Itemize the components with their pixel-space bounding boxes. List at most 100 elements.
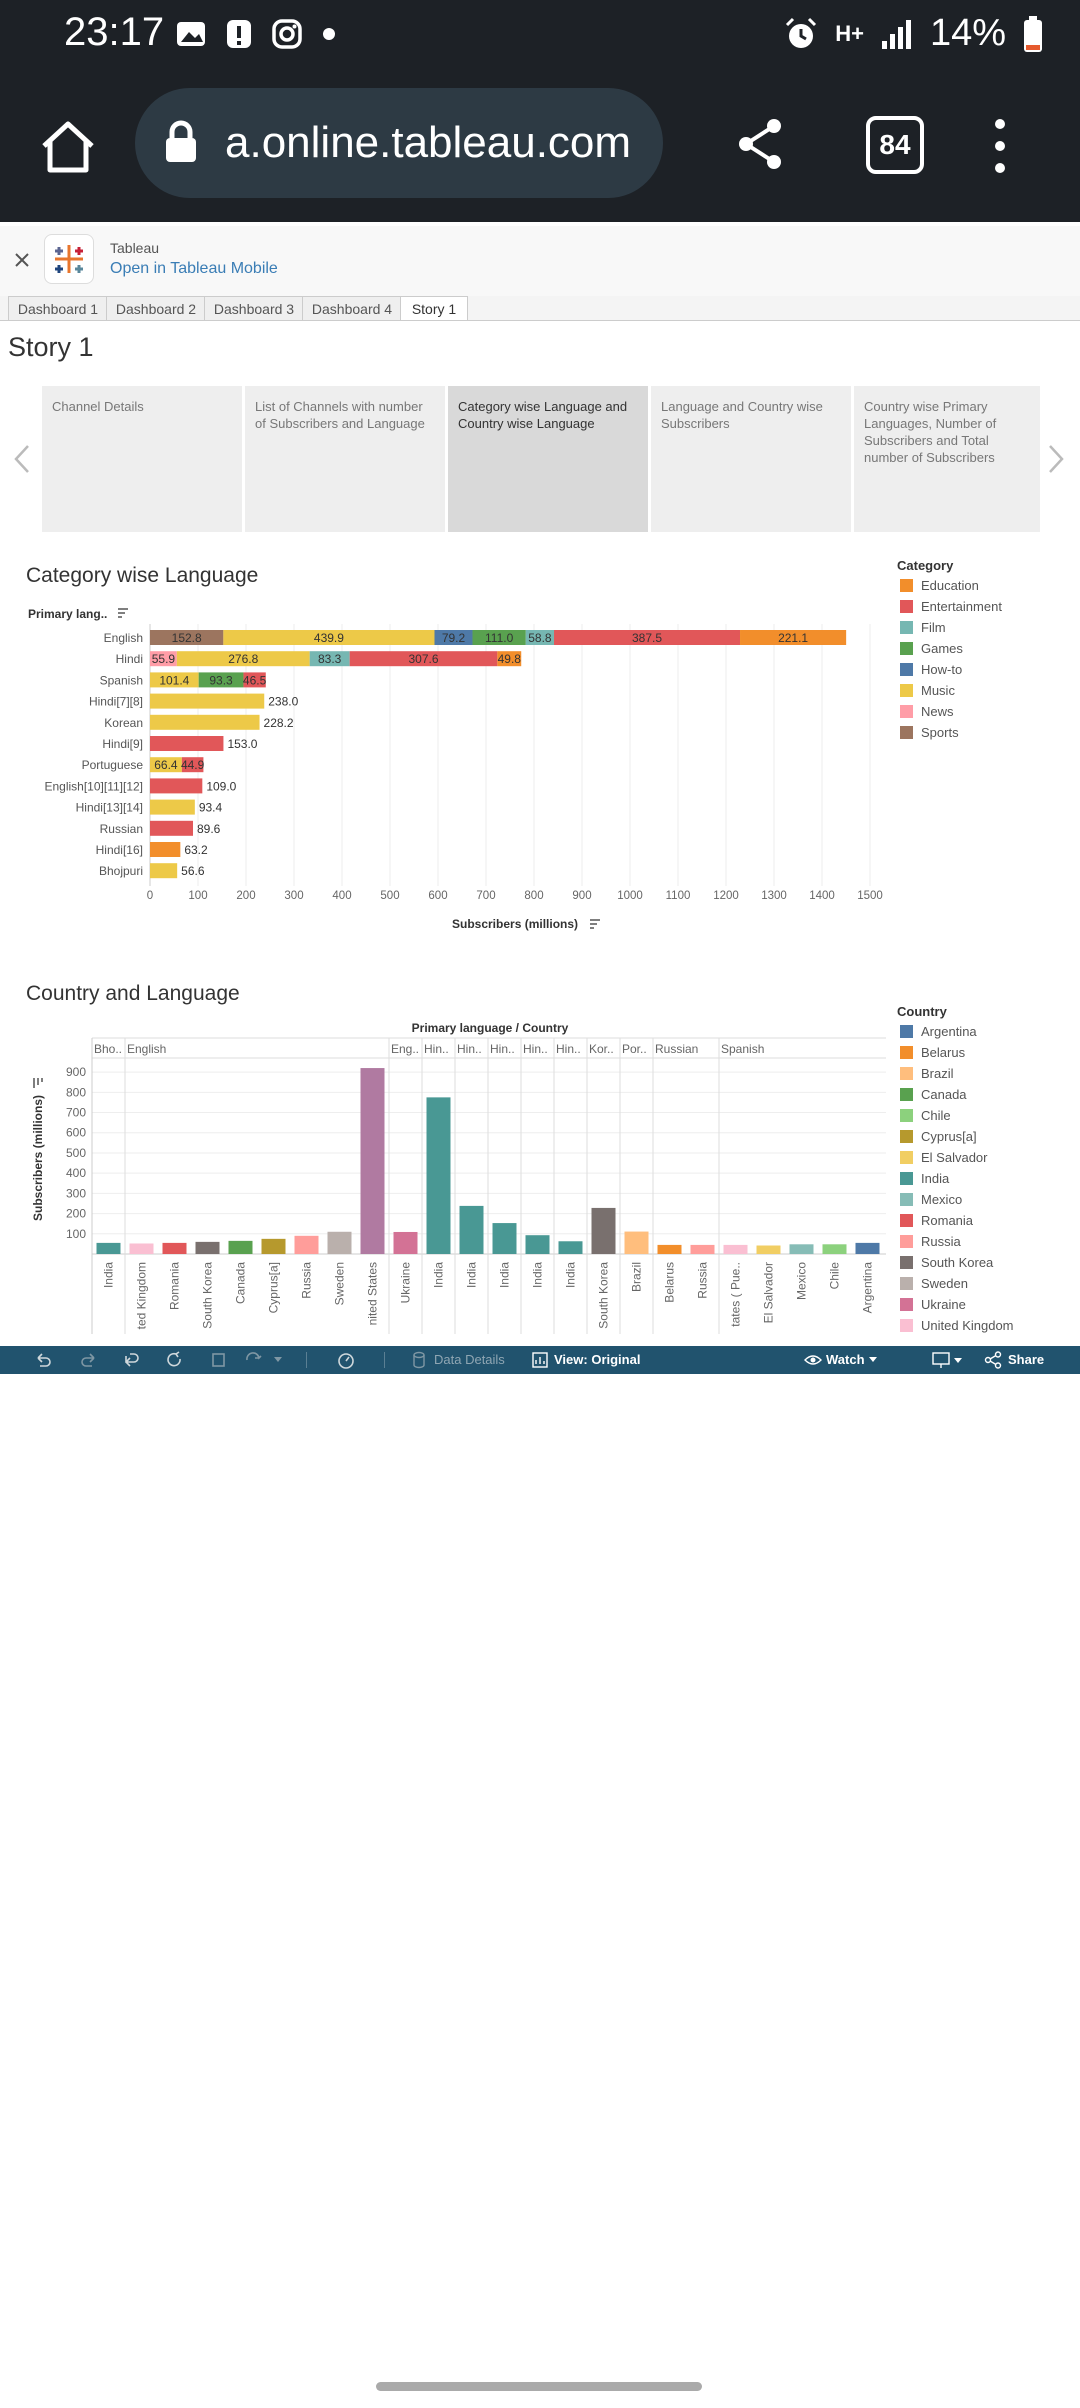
replay-icon[interactable] <box>244 1352 284 1368</box>
legend-item[interactable]: India <box>900 1171 949 1186</box>
legend-swatch <box>900 1109 913 1122</box>
present-icon[interactable] <box>932 1351 966 1369</box>
group-label: Hin.. <box>523 1042 548 1056</box>
legend-item[interactable]: Romania <box>900 1213 973 1228</box>
legend-swatch <box>900 1298 913 1311</box>
story-point-5[interactable]: Country wise Primary Languages, Number o… <box>854 386 1040 532</box>
legend-item[interactable]: Russia <box>900 1234 961 1249</box>
legend-item[interactable]: United Kingdom <box>900 1318 1014 1333</box>
story-point-4[interactable]: Language and Country wise Subscribers <box>651 386 851 532</box>
legend-item[interactable]: Argentina <box>900 1024 977 1039</box>
revert-icon[interactable] <box>122 1352 140 1368</box>
bar <box>591 1207 616 1254</box>
legend-item[interactable]: Chile <box>900 1108 951 1123</box>
bar-segment <box>497 651 522 667</box>
tab-dashboard-2[interactable]: Dashboard 2 <box>106 296 206 320</box>
legend-label: Sports <box>921 725 959 740</box>
y-tick-label: Bhojpuri <box>99 864 143 878</box>
bar <box>228 1240 253 1254</box>
group-label: Russian <box>655 1042 698 1056</box>
legend-item[interactable]: Education <box>900 578 979 593</box>
undo-icon[interactable] <box>34 1352 52 1368</box>
legend-swatch <box>900 1130 913 1143</box>
data-label: 387.5 <box>632 631 662 645</box>
story-point-1[interactable]: Channel Details <box>42 386 242 532</box>
legend-label: Film <box>921 620 946 635</box>
data-label: 83.3 <box>318 652 342 666</box>
country-language-chart[interactable]: Primary language / Country 100 200 300 400 50… <box>0 1018 890 1334</box>
metrics-icon[interactable] <box>336 1351 356 1369</box>
group-label: Bho.. <box>94 1042 122 1056</box>
tab-dashboard-4[interactable]: Dashboard 4 <box>302 296 402 320</box>
legend-label: Argentina <box>921 1024 977 1039</box>
bar <box>855 1242 880 1254</box>
story-point-3[interactable]: Category wise Language and Country wise … <box>448 386 648 532</box>
x-tick-label: 1500 <box>857 890 883 902</box>
legend-item[interactable]: El Salvador <box>900 1150 987 1165</box>
legend-item[interactable]: Mexico <box>900 1192 962 1207</box>
legend-item[interactable]: Belarus <box>900 1045 965 1060</box>
status-bar: 23:17 H+ 14% <box>0 0 1080 72</box>
legend-item[interactable]: Sports <box>900 725 959 740</box>
legend-item[interactable]: Film <box>900 620 946 635</box>
banner-app-name: Tableau <box>110 240 160 256</box>
home-icon[interactable] <box>38 116 98 176</box>
story-next-icon[interactable] <box>1046 444 1066 474</box>
category-language-chart[interactable]: Primary lang.. 0 100 200 300 400 500 600 700 800 9… <box>0 596 890 936</box>
group-label: Eng.. <box>391 1042 419 1056</box>
legend-swatch <box>900 1214 913 1227</box>
legend-swatch <box>900 600 913 613</box>
legend-label: Entertainment <box>921 599 1002 614</box>
legend-item[interactable]: Brazil <box>900 1066 954 1081</box>
y-tick-label: Korean <box>104 716 143 730</box>
data-label: 439.9 <box>314 631 344 645</box>
data-details-button[interactable]: Data Details <box>434 1352 505 1367</box>
sort-icon <box>118 608 128 618</box>
more-menu-icon[interactable] <box>990 116 1010 176</box>
story-prev-icon[interactable] <box>12 444 32 474</box>
chart1-title: Category wise Language <box>26 564 259 587</box>
watch-dropdown-icon[interactable] <box>868 1356 878 1364</box>
tab-dashboard-3[interactable]: Dashboard 3 <box>204 296 304 320</box>
legend-item[interactable]: How-to <box>900 662 962 677</box>
tab-story-1[interactable]: Story 1 <box>400 296 468 320</box>
gesture-nav-bar[interactable] <box>376 2382 702 2391</box>
x-tick-label: nited States <box>366 1262 380 1325</box>
address-bar[interactable]: a.online.tableau.com <box>135 88 663 198</box>
legend-item[interactable]: South Korea <box>900 1255 993 1270</box>
legend-item[interactable]: Cyprus[a] <box>900 1129 977 1144</box>
legend-swatch <box>900 1151 913 1164</box>
story-point-2[interactable]: List of Channels with number of Subscrib… <box>245 386 445 532</box>
view-original-button[interactable]: View: Original <box>554 1352 641 1367</box>
notification-icons <box>175 18 337 50</box>
alert-icon <box>227 20 251 48</box>
legend-item[interactable]: Music <box>900 683 955 698</box>
x-tick-label: 600 <box>428 890 447 902</box>
view-icon <box>532 1352 548 1368</box>
tableau-toolbar: Data Details View: Original Watch Share <box>0 1346 1080 1374</box>
battery-percent: 14% <box>929 12 1006 54</box>
bar <box>261 1238 286 1254</box>
redo-icon[interactable] <box>80 1352 98 1368</box>
x-tick-label: India <box>102 1262 116 1288</box>
share-button[interactable]: Share <box>1008 1352 1045 1367</box>
group-label: English <box>127 1042 166 1056</box>
refresh-icon[interactable] <box>166 1351 184 1369</box>
x-tick-label: India <box>465 1262 479 1288</box>
battery-icon <box>1024 15 1042 52</box>
legend-item[interactable]: Sweden <box>900 1276 968 1291</box>
legend-item[interactable]: News <box>900 704 954 719</box>
pause-updates-icon[interactable] <box>210 1351 228 1369</box>
y-tick-label: Hindi[9] <box>102 737 143 751</box>
bar <box>360 1068 385 1254</box>
open-in-app-link[interactable]: Open in Tableau Mobile <box>110 260 278 277</box>
tab-switcher-button[interactable]: 84 <box>866 116 924 174</box>
legend-item[interactable]: Ukraine <box>900 1297 966 1312</box>
legend-item[interactable]: Entertainment <box>900 599 1002 614</box>
share-icon[interactable] <box>736 116 786 172</box>
close-icon[interactable] <box>14 252 30 268</box>
legend-item[interactable]: Games <box>900 641 963 656</box>
watch-button[interactable]: Watch <box>826 1352 865 1367</box>
legend-item[interactable]: Canada <box>900 1087 967 1102</box>
tab-dashboard-1[interactable]: Dashboard 1 <box>8 296 108 320</box>
